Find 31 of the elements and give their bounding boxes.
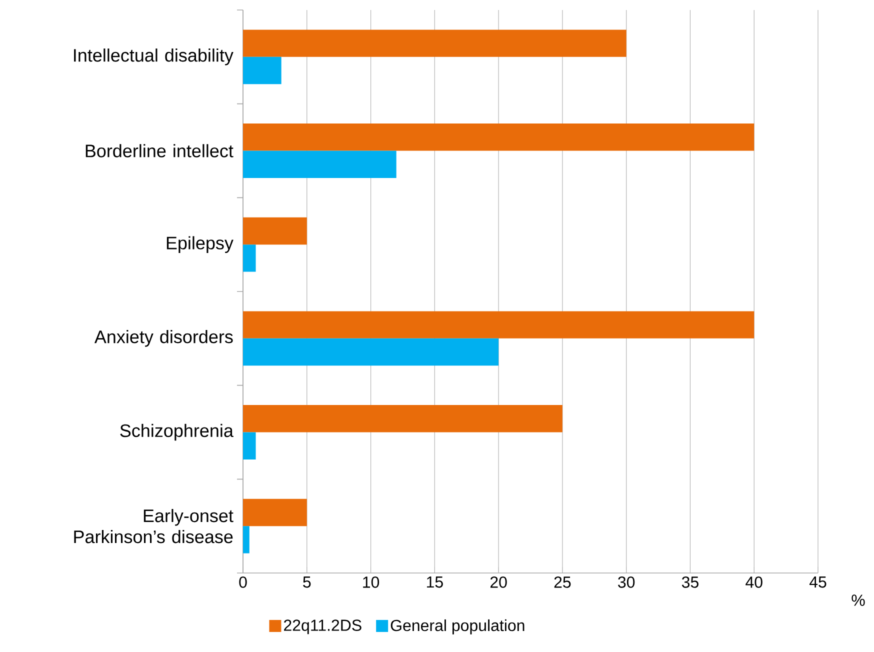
x-tick-label: 30 (618, 576, 635, 588)
bar (243, 150, 396, 178)
legend-label: 22q11.2DS (284, 620, 362, 634)
y-tick-label: Epilepsy (166, 236, 234, 253)
y-tick-label: Borderline intellect (86, 144, 234, 158)
legend-label: General population (390, 619, 524, 634)
x-tick-label: 45 (809, 576, 826, 588)
bar (243, 30, 626, 57)
x-tick-label: 5 (303, 576, 311, 588)
bar (243, 432, 256, 460)
x-tick-label: 10 (363, 576, 380, 588)
bar (243, 498, 307, 526)
x-tick-label: 40 (746, 576, 762, 588)
y-tick-label: Anxiety disorders (94, 330, 233, 347)
x-tick-label: 20 (490, 576, 507, 588)
y-tick-label: Intellectual disability (74, 48, 234, 66)
bar (243, 124, 754, 151)
bar (243, 405, 562, 432)
x-tick-label: 15 (426, 576, 443, 588)
bar (243, 526, 250, 554)
y-tick-label: Early-onset Parkinson’s disease (74, 508, 234, 544)
x-axis-title: % (852, 594, 865, 606)
x-tick-label: 25 (554, 576, 571, 588)
bar (243, 338, 499, 366)
bar (243, 311, 754, 338)
x-tick-label: 35 (682, 576, 698, 588)
bar (243, 56, 282, 84)
x-tick-label: 0 (239, 576, 247, 588)
bar (243, 244, 256, 272)
bar (243, 217, 307, 245)
y-tick-label: Schizophrenia (120, 424, 234, 441)
